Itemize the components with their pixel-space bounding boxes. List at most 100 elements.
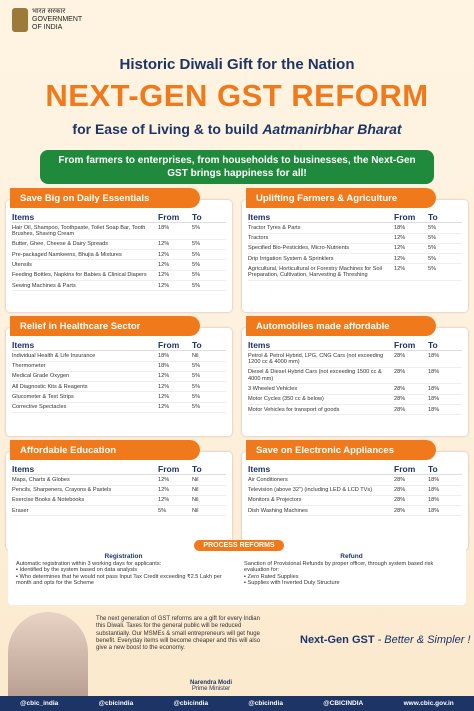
item: Sewing Machines & Parts: [12, 282, 76, 289]
rate: 5%: [428, 235, 437, 242]
rate: 5%: [192, 224, 201, 231]
rate: 5%: [192, 393, 201, 400]
column-header: Items From To: [248, 464, 462, 476]
tagline: Next-Gen GST - Better & Simpler !: [300, 634, 471, 646]
rate-row: Feeding Bottles, Napkins for Babies & Cl…: [12, 271, 226, 282]
rate: 5%: [192, 272, 201, 279]
rate: 5%: [192, 404, 201, 411]
rate: 12%: [158, 272, 170, 279]
item: Medical Grade Oxygen: [12, 373, 70, 380]
section-card: Items From To Petrol & Petrol Hybrid, LPG, …: [242, 328, 468, 436]
social-handle: @CBICINDIA: [323, 700, 364, 707]
rate-row: Corrective Spectacles 12% 5%: [12, 403, 226, 414]
rate-row: Pencils, Sharpeners, Crayons & Pastels 12…: [12, 486, 226, 496]
rate: 18%: [428, 352, 440, 359]
section: Affordable Education Items From To Maps, Cha…: [6, 440, 232, 550]
rate-row: Exercise Books & Notebooks 12% Nil: [12, 496, 226, 507]
tagline-italic: - Better & Simpler !: [377, 634, 471, 646]
process-point: ▪ Who determines that he would not pass …: [16, 574, 231, 587]
rate: 18%: [158, 352, 170, 359]
section-title: Save Big on Daily Essentials: [10, 188, 200, 208]
tagline-bold: Next-Gen GST: [300, 634, 375, 646]
quote: The next generation of GST reforms are a…: [96, 616, 261, 652]
rate: 5%: [192, 383, 201, 390]
bullet: ▪: [16, 573, 20, 580]
item: Feeding Bottles, Napkins for Babies & Cl…: [12, 272, 147, 279]
section: Relief in Healthcare Sector Items From To In…: [6, 316, 232, 436]
rate: 12%: [158, 497, 170, 504]
rate: 5%: [428, 224, 437, 231]
rate: 18%: [158, 224, 170, 231]
rate: 28%: [394, 369, 406, 376]
rate-row: Hair Oil, Shampoo, Toothpaste, Toilet So…: [12, 223, 226, 240]
column-label: Items: [248, 464, 271, 474]
item: Maps, Charts & Globes: [12, 476, 70, 483]
section-title: Relief in Healthcare Sector: [10, 316, 200, 336]
item: Hair Oil, Shampoo, Toothpaste, Toilet So…: [12, 224, 146, 238]
kicker: Historic Diwali Gift for the Nation: [119, 56, 355, 73]
rate: 28%: [394, 396, 406, 403]
column-label: Items: [248, 340, 271, 350]
point-text: Supplies with Inverted Duty Structure: [247, 580, 340, 586]
item: Tractor Tyres & Parts: [248, 224, 301, 231]
subtitle-italic: Aatmanirbhar Bharat: [262, 121, 402, 137]
column-label: From: [158, 212, 180, 222]
emblem-seal: [12, 8, 28, 32]
item: Monitors & Projectors: [248, 497, 302, 504]
item: Pre-packaged Namkeens, Bhujia & Mixtures: [12, 251, 122, 258]
social-handle: @cbic_india: [20, 700, 59, 707]
section-title: Uplifting Farmers & Agriculture: [246, 188, 436, 208]
sections: Save Big on Daily Essentials Items From To H…: [6, 188, 468, 550]
rate: 12%: [158, 251, 170, 258]
rate: 12%: [158, 383, 170, 390]
social-handle: www.cbic.gov.in: [403, 700, 454, 707]
column-label: To: [428, 464, 438, 474]
rate: 18%: [428, 369, 440, 376]
process-title: PROCESS REFORMS: [194, 540, 284, 551]
item: Dish Washing Machines: [248, 507, 308, 514]
section-title: Save on Electronic Appliances: [246, 440, 436, 460]
item: Individual Health & Life Insurance: [12, 352, 96, 359]
item: Eraser: [12, 507, 29, 514]
rate: 18%: [428, 396, 440, 403]
process-point: ▪ Supplies with Inverted Duty Structure: [244, 580, 459, 587]
rate: 5%: [192, 363, 201, 370]
process-intro: Automatic registration within 3 working …: [16, 560, 162, 567]
column-label: To: [192, 212, 202, 222]
rate: 12%: [158, 487, 170, 494]
rate-row: Tractors 12% 5%: [248, 234, 462, 244]
column-label: To: [428, 340, 438, 350]
section: Save Big on Daily Essentials Items From To H…: [6, 188, 232, 312]
item: Motor Vehicles for transport of goods: [248, 406, 340, 413]
column-label: Items: [248, 212, 271, 222]
point-text: Identified by the system based on data a…: [19, 567, 138, 573]
banner: From farmers to enterprises, from househ…: [40, 150, 434, 184]
rate: Nil: [192, 352, 199, 359]
rate: 18%: [428, 476, 440, 483]
rate: 5%: [158, 507, 167, 514]
section-card: Items From To Hair Oil, Shampoo, Toothpaste…: [6, 200, 232, 312]
rate-row: Specified Bio-Pesticides, Micro-Nutrient…: [248, 244, 462, 255]
rate: 18%: [428, 487, 440, 494]
rate: 18%: [428, 406, 440, 413]
rate: Nil: [192, 497, 199, 504]
rate-row: Individual Health & Life Insurance 18% Nil: [12, 351, 226, 362]
rate: Nil: [192, 487, 199, 494]
rate-row: Dish Washing Machines 28% 18%: [248, 506, 462, 517]
rate-row: Drip Irrigation System & Sprinklers 12% 5%: [248, 254, 462, 265]
column-header: Items From To: [12, 212, 226, 224]
rate: 5%: [192, 251, 201, 258]
item: Utensils: [12, 261, 32, 268]
process-heading: Refund: [340, 553, 363, 560]
item: Diesel & Diesel Hybrid Cars (not exceedi…: [248, 369, 382, 382]
rate-row: Air Conditioners 28% 18%: [248, 475, 462, 486]
rate-row: Eraser 5% Nil: [12, 506, 226, 517]
social-handle: @cbicindia: [98, 700, 134, 707]
social-handle: @cbicindia: [248, 700, 283, 707]
item: Thermometer: [12, 363, 46, 370]
rate-row: Sewing Machines & Parts 12% 5%: [12, 281, 226, 292]
process-point: ▪ Zero Rated Supplies: [244, 574, 459, 581]
rate: 12%: [158, 373, 170, 380]
column-label: From: [394, 464, 416, 474]
